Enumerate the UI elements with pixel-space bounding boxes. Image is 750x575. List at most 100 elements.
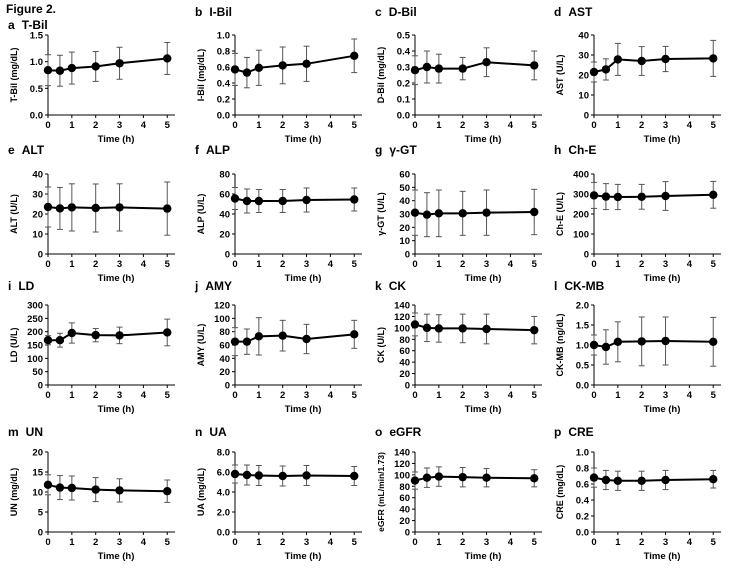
x-tick-label: 1 — [436, 120, 442, 131]
data-point — [458, 324, 467, 333]
x-tick-label: 4 — [508, 259, 514, 270]
y-tick-label: 5 — [38, 508, 44, 519]
x-tick-label: 1 — [69, 120, 75, 131]
panel-letter: h — [554, 143, 561, 157]
y-tick-label: 100 — [573, 230, 589, 241]
data-point — [350, 330, 359, 339]
y-tick-label: 30 — [32, 190, 43, 201]
data-point — [242, 68, 252, 77]
panel-letter: b — [195, 5, 202, 19]
x-axis-label: Time (h) — [285, 404, 322, 415]
x-tick-label: 0 — [412, 390, 417, 401]
data-point — [613, 55, 623, 64]
y-tick-label: 120 — [214, 301, 230, 312]
y-axis-label: UN (mg/dL) — [9, 468, 19, 517]
y-axis-label: ALT (U/L) — [9, 194, 19, 234]
x-tick-label: 2 — [280, 390, 285, 401]
x-tick-label: 0 — [232, 120, 237, 131]
data-point — [434, 64, 444, 73]
y-tick-label: 30 — [399, 210, 410, 221]
y-tick-label: 100 — [394, 470, 410, 481]
y-tick-label: 0 — [405, 250, 410, 261]
x-tick-label: 4 — [141, 390, 147, 401]
x-axis-label: Time (h) — [285, 551, 322, 562]
y-tick-label: 0.0 — [397, 111, 410, 122]
data-point — [302, 471, 311, 480]
data-point — [613, 337, 623, 346]
data-point — [530, 474, 539, 483]
y-axis-label: I-Bil (mg/dL) — [196, 49, 206, 102]
x-axis-label: Time (h) — [98, 134, 135, 145]
y-tick-label: 20 — [32, 448, 43, 459]
data-point — [91, 62, 100, 71]
data-point — [115, 59, 124, 68]
y-tick-label: 300 — [27, 301, 43, 312]
x-tick-label: 2 — [93, 537, 98, 548]
x-tick-label: 5 — [352, 537, 358, 548]
panel-letter: i — [8, 279, 11, 293]
y-tick-label: 200 — [27, 327, 43, 338]
x-axis-label: Time (h) — [465, 134, 502, 145]
x-tick-label: 5 — [165, 259, 171, 270]
y-axis-label: AST (U/L) — [555, 55, 565, 96]
y-tick-label: 100 — [27, 354, 43, 365]
data-point — [43, 480, 53, 489]
data-point — [163, 54, 172, 63]
data-point — [67, 483, 77, 493]
panel-title-text: UN — [26, 425, 43, 439]
panel-letter: l — [554, 279, 557, 293]
panel-title-text: AST — [568, 5, 593, 19]
x-tick-label: 0 — [591, 390, 596, 401]
y-tick-label: 20 — [399, 223, 410, 234]
panel-title-text: D-Bil — [389, 5, 417, 19]
y-tick-label: 0.0 — [576, 381, 589, 392]
x-tick-label: 3 — [304, 120, 309, 131]
series-line — [593, 57, 714, 73]
x-tick-label: 5 — [532, 259, 538, 270]
x-tick-label: 0 — [591, 120, 596, 131]
x-tick-label: 2 — [280, 120, 285, 131]
data-point — [302, 334, 311, 344]
data-point — [637, 192, 646, 201]
x-tick-label: 0 — [232, 537, 237, 548]
x-tick-label: 3 — [484, 537, 489, 548]
panel-letter: p — [554, 425, 561, 439]
x-tick-label: 5 — [352, 120, 358, 131]
x-tick-label: 0 — [412, 537, 417, 548]
panel-title-text: CRE — [568, 425, 593, 439]
panel-title: g γ-GT — [375, 143, 417, 157]
data-point — [242, 337, 252, 346]
data-point — [589, 67, 599, 77]
data-point — [115, 203, 124, 212]
series-line — [414, 475, 535, 482]
data-point — [350, 471, 359, 481]
y-tick-label: 0 — [405, 528, 410, 539]
x-tick-label: 1 — [615, 390, 621, 401]
x-tick-label: 4 — [141, 259, 147, 270]
data-point — [55, 483, 65, 492]
x-tick-label: 3 — [663, 390, 668, 401]
data-point — [613, 476, 623, 485]
data-point — [422, 473, 432, 482]
y-tick-label: 10 — [32, 230, 43, 241]
y-tick-label: 0.8 — [217, 47, 230, 58]
data-point — [115, 486, 124, 495]
panel-title: n UA — [195, 425, 227, 439]
y-tick-label: 40 — [399, 196, 410, 207]
panel-m: m UN 0 5 10 15 20 0 1 2 3 4 5 Time (h) UN (mg/dL) — [8, 425, 175, 562]
x-tick-label: 1 — [256, 259, 262, 270]
data-point — [55, 336, 65, 345]
series-line — [47, 483, 168, 493]
y-tick-label: 6.0 — [217, 468, 230, 479]
x-tick-label: 5 — [711, 259, 717, 270]
data-point — [601, 342, 611, 352]
x-tick-label: 3 — [304, 390, 309, 401]
y-tick-label: 100 — [394, 323, 410, 334]
y-tick-label: 0.2 — [576, 512, 589, 523]
x-axis-label: Time (h) — [285, 134, 322, 145]
y-axis-label: eGFR (mL/min/1.73) — [376, 452, 386, 532]
x-tick-label: 3 — [304, 259, 309, 270]
x-tick-label: 5 — [711, 390, 717, 401]
y-tick-label: 400 — [573, 170, 589, 181]
